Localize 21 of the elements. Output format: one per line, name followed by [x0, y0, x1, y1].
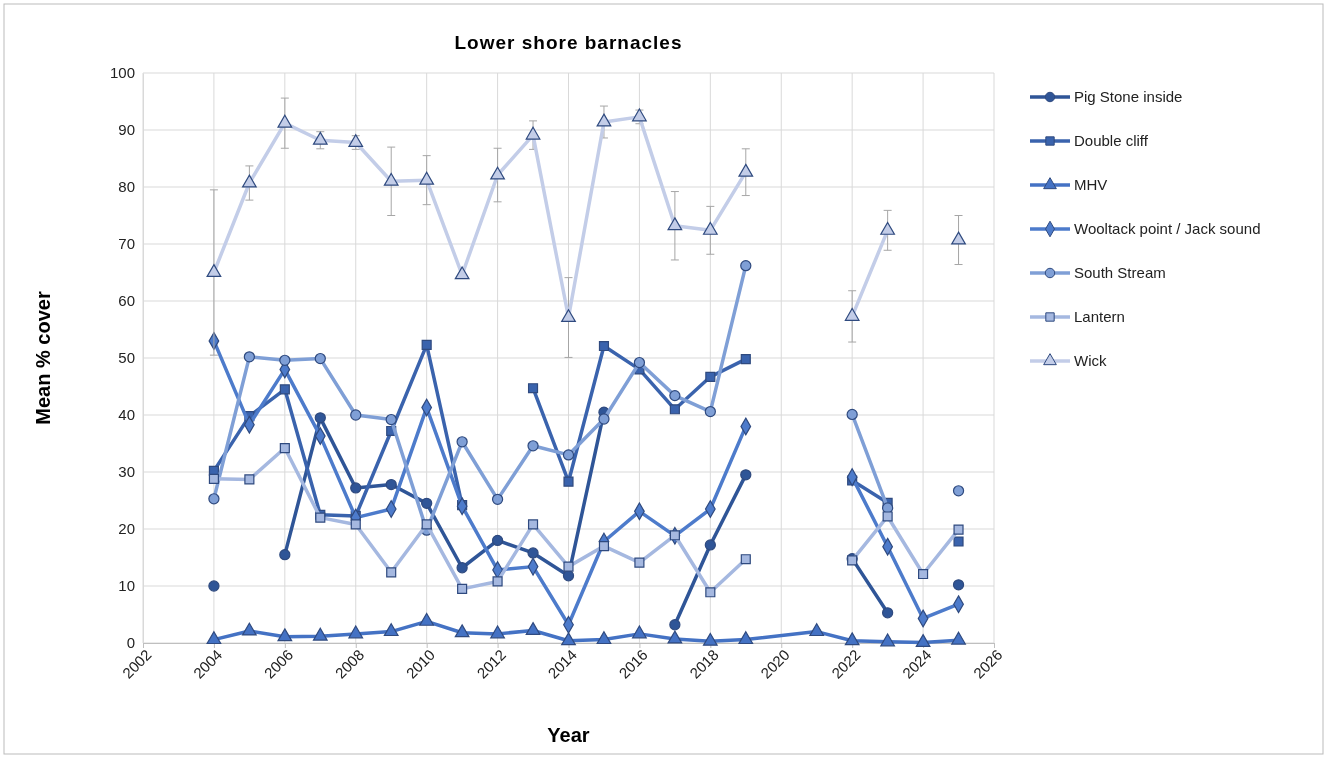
legend-label: Wick	[1074, 352, 1107, 369]
y-tick-label: 80	[118, 178, 135, 196]
y-tick-label: 70	[118, 235, 135, 253]
y-tick-label: 30	[118, 463, 135, 481]
legend-label: Double cliff	[1074, 132, 1149, 149]
y-tick-label: 60	[118, 292, 135, 310]
y-tick-label: 100	[109, 64, 135, 82]
y-axis-title: Mean % cover	[32, 291, 54, 425]
y-tick-label: 50	[118, 349, 135, 367]
legend-label: Lantern	[1074, 308, 1125, 325]
legend-label: South Stream	[1074, 264, 1166, 281]
legend-label: Wooltack point / Jack sound	[1074, 220, 1261, 237]
legend-label: MHV	[1074, 176, 1108, 193]
chart-title: Lower shore barnacles	[454, 32, 683, 53]
y-tick-label: 0	[126, 634, 135, 652]
y-tick-label: 40	[118, 406, 135, 424]
y-tick-label: 90	[118, 121, 135, 139]
y-tick-label: 20	[118, 520, 135, 538]
y-tick-label: 10	[118, 577, 135, 595]
legend-label: Pig Stone inside	[1074, 88, 1183, 105]
x-axis-title: Year	[547, 724, 590, 746]
